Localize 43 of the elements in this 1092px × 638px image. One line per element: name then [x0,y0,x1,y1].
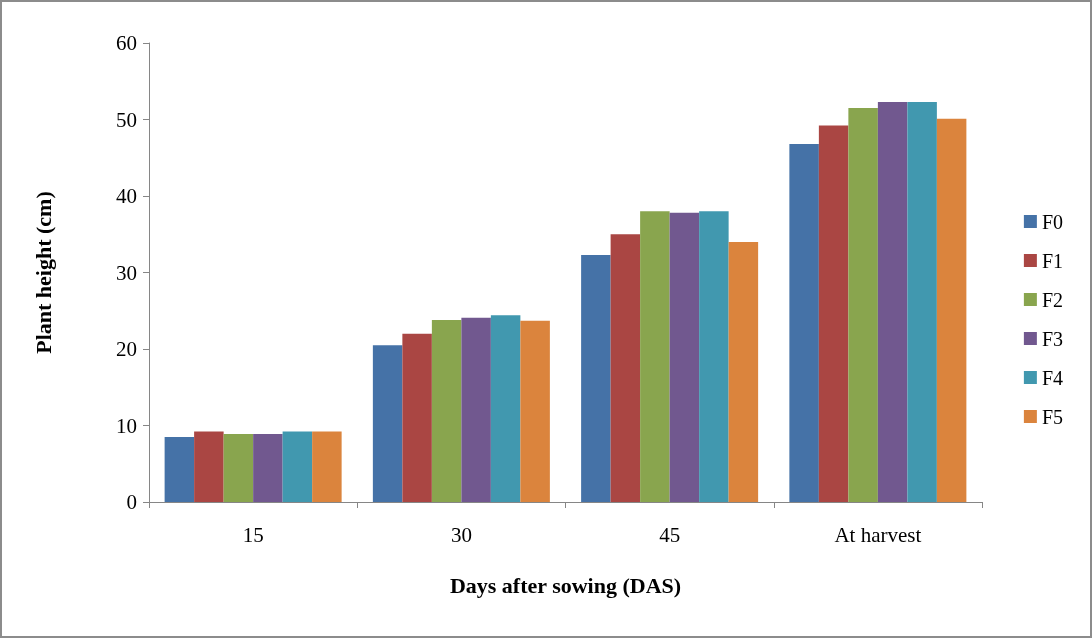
bar [461,317,491,502]
bar [490,315,521,502]
bar [312,431,342,502]
y-tick-label: 30 [116,260,137,285]
legend-label: F2 [1041,288,1063,311]
x-tick-label: 30 [450,522,472,547]
y-tick-label: 0 [126,490,137,514]
y-tick-label: 40 [116,184,137,208]
bar [253,433,283,502]
bar [818,125,849,502]
y-axis-title: Plant height (cm) [30,191,56,354]
bar [907,101,937,502]
y-tick-label: 50 [116,107,137,132]
bar [640,211,670,502]
y-tick-label: 10 [116,413,137,438]
bar [699,211,729,502]
bar [372,345,403,502]
bar [848,108,878,502]
x-axis-title: Days after sowing (DAS) [449,572,682,598]
bar [610,234,641,502]
legend-label: F4 [1041,366,1063,389]
legend-label: F5 [1041,405,1063,428]
bar [431,319,462,502]
bar [728,241,759,502]
x-tick-label: 15 [242,522,264,547]
x-tick-label: At harvest [834,522,922,547]
bar [936,118,967,502]
bar [282,431,313,502]
y-tick-label: 60 [116,31,137,55]
bar [789,143,819,502]
bar [669,212,700,502]
legend-label: F3 [1041,327,1063,350]
bar [194,431,224,502]
y-tick-label: 20 [116,337,137,361]
bar [402,333,432,502]
bar [581,254,611,502]
bar [877,101,908,502]
legend-label: F0 [1041,210,1063,233]
x-tick-label: 45 [659,522,681,547]
bar [164,436,195,502]
bar [520,320,550,502]
bar [223,433,254,502]
legend-label: F1 [1041,249,1063,272]
